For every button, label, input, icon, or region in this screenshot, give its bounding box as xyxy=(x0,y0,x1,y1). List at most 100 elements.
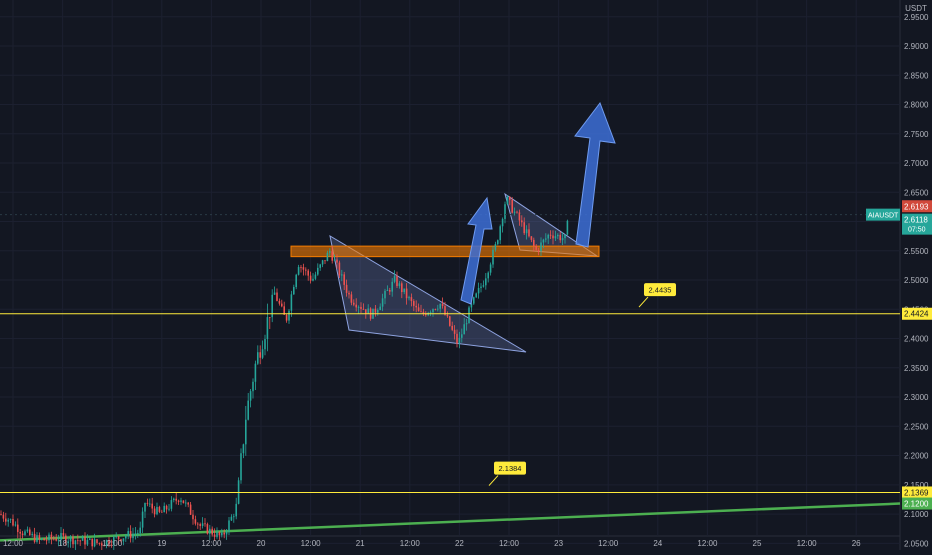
y-tick-label: 2.0500 xyxy=(904,539,929,548)
symbol-tag-bg xyxy=(866,208,900,221)
candle-body xyxy=(117,536,120,540)
candle-body xyxy=(499,226,501,241)
candle-body xyxy=(333,259,336,261)
candle-body xyxy=(401,283,403,293)
candle-body xyxy=(182,500,185,504)
candle-body xyxy=(506,196,509,205)
candle-body xyxy=(74,540,77,545)
projection-arrow-2[interactable] xyxy=(574,101,616,248)
price-callout[interactable]: 2.1384 xyxy=(488,461,526,486)
candle-body xyxy=(101,543,103,546)
arrows xyxy=(460,101,616,305)
candle-body xyxy=(537,249,540,252)
candle-body xyxy=(403,288,405,293)
candle-body xyxy=(161,511,163,513)
candle-body xyxy=(266,317,269,340)
candle-body xyxy=(386,290,389,291)
candle-body xyxy=(81,536,84,541)
candle-body xyxy=(0,514,2,515)
candle-body xyxy=(326,252,329,262)
y-tick-label: 2.5500 xyxy=(904,247,929,256)
candle-body xyxy=(547,234,549,239)
candle-body xyxy=(379,306,381,311)
x-tick-label: 25 xyxy=(753,539,762,548)
candle-body xyxy=(134,533,137,535)
candle-body xyxy=(432,309,434,313)
candle-body xyxy=(367,308,369,314)
pattern-layer xyxy=(290,192,600,353)
candle-body xyxy=(41,538,43,540)
candle-body xyxy=(540,242,542,252)
candle-body xyxy=(276,292,278,301)
candle-body xyxy=(45,540,48,542)
y-tick-label: 2.1000 xyxy=(904,510,929,519)
candle-body xyxy=(396,276,398,287)
candle-body xyxy=(489,264,492,273)
candle-body xyxy=(168,508,170,510)
candle-body xyxy=(29,529,31,535)
countdown-bg xyxy=(902,224,932,235)
upper-line-badge-text: 2.4424 xyxy=(904,310,929,319)
x-tick-label: 12:00 xyxy=(201,539,222,548)
lower-line-badge-bg xyxy=(902,486,932,499)
x-tick-label: 12:00 xyxy=(301,539,322,548)
time-axis[interactable]: 12:00 18 12:00 19 12:00 20 12:00 21 12:00 22 12:00… xyxy=(3,539,861,548)
candle-body xyxy=(374,308,377,313)
candle-body xyxy=(77,540,79,542)
candle-body xyxy=(206,524,209,534)
candle-body xyxy=(468,307,470,324)
candle-body xyxy=(5,518,7,522)
candle-body xyxy=(408,297,410,299)
candle-body xyxy=(259,352,261,358)
candle-body xyxy=(319,264,321,268)
upper-line-badge-bg xyxy=(902,307,932,320)
candle-body xyxy=(480,286,482,288)
x-tick-label: 20 xyxy=(257,539,266,548)
price-callout[interactable]: 2.4435 xyxy=(638,283,676,308)
candle-body xyxy=(533,239,535,246)
candle-body xyxy=(446,314,449,317)
x-tick-label: 12:00 xyxy=(102,539,123,548)
candle-body xyxy=(89,538,91,540)
candle-body xyxy=(288,310,290,321)
x-tick-label: 12:00 xyxy=(797,539,818,548)
candle-body xyxy=(511,199,513,213)
x-tick-label: 12:00 xyxy=(598,539,619,548)
candle-body xyxy=(36,535,38,542)
candle-body xyxy=(497,240,499,245)
candle-body xyxy=(273,292,276,295)
candle-body xyxy=(228,520,230,532)
candle-body xyxy=(542,239,545,243)
candle-body xyxy=(156,506,158,515)
y-tick-label: 2.9000 xyxy=(904,42,929,51)
candle-body xyxy=(120,539,122,542)
ascending-trendline[interactable] xyxy=(0,502,901,542)
candle-body xyxy=(465,323,468,325)
candle-body xyxy=(125,536,127,539)
projection-arrow-1[interactable] xyxy=(460,196,493,305)
candle-body xyxy=(501,218,504,227)
candle-body xyxy=(417,307,420,312)
candle-body xyxy=(187,502,189,505)
candle-body xyxy=(336,259,338,263)
candle-body xyxy=(362,308,365,310)
candle-body xyxy=(516,211,518,213)
candle-body xyxy=(149,503,151,505)
candle-body xyxy=(218,531,221,536)
y-tick-label: 2.7500 xyxy=(904,130,929,139)
candle-body xyxy=(528,229,530,237)
candle-body xyxy=(72,536,74,545)
candle-body xyxy=(158,506,161,512)
resistance-zone[interactable] xyxy=(290,245,600,258)
candle-body xyxy=(53,538,55,540)
candle-body xyxy=(93,539,96,547)
candle-body xyxy=(470,303,473,308)
callouts: 2.4435 2.1384 xyxy=(488,283,676,486)
candle-body xyxy=(391,281,393,292)
candle-body xyxy=(300,267,302,268)
callout-label: 2.1384 xyxy=(499,464,522,473)
descending-wedge-1[interactable] xyxy=(329,234,527,353)
